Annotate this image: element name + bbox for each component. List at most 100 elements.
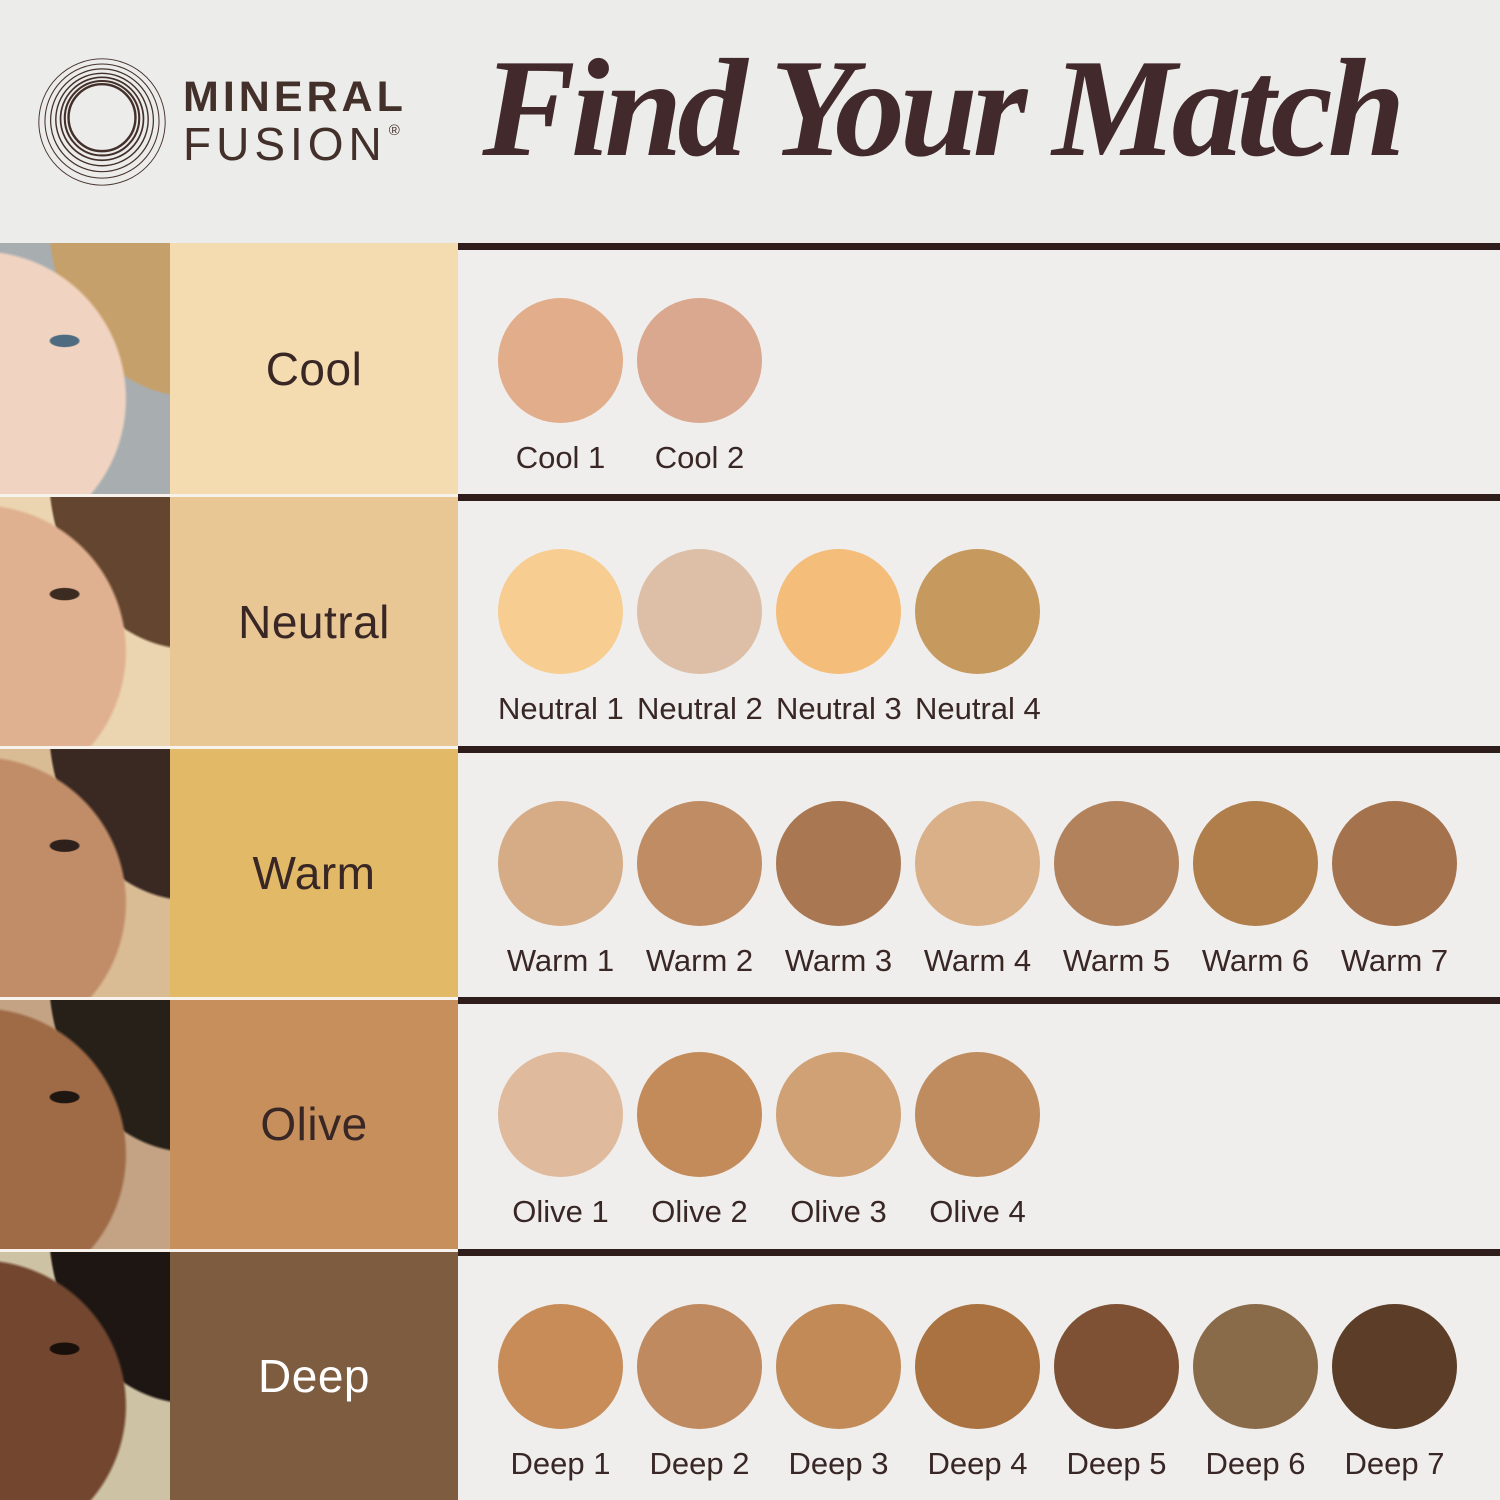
shade-color-circle [637, 1303, 762, 1429]
shade-rows: Cool Cool 1 Cool 2 Neutral Neutral 1 [0, 243, 1500, 1500]
tone-label-block-warm: Warm [170, 745, 458, 998]
model-photo-olive [0, 997, 170, 1249]
shade-color-circle [915, 1052, 1040, 1178]
shade-color-circle [1193, 1303, 1318, 1429]
shade-color-circle [1054, 1303, 1179, 1429]
swatch-row: Deep 1 Deep 2 Deep 3 Deep 4 Deep 5 Deep … [458, 1248, 1500, 1500]
shade-name-label: Deep 2 [649, 1445, 750, 1481]
tone-label-block-cool: Cool [170, 243, 458, 495]
face-illustration [0, 497, 170, 746]
shade-swatch: Cool 2 [637, 298, 762, 476]
brand-name-line1: MINERAL [183, 73, 407, 121]
shade-swatch: Deep 4 [915, 1303, 1040, 1482]
shade-swatch: Olive 4 [915, 1052, 1040, 1230]
face-illustration [0, 1251, 170, 1500]
swatch-row: Neutral 1 Neutral 2 Neutral 3 Neutral 4 [458, 494, 1500, 746]
shade-name-label: Deep 1 [510, 1445, 611, 1481]
shade-color-circle [776, 1052, 901, 1178]
shade-name-label: Warm 1 [506, 942, 615, 978]
swatch-row: Cool 1 Cool 2 [458, 243, 1500, 495]
shade-swatch: Warm 5 [1054, 800, 1179, 979]
face-illustration [0, 748, 170, 998]
shade-name-label: Warm 6 [1201, 942, 1310, 978]
tone-name: Warm [252, 847, 376, 900]
shade-color-circle [498, 1052, 623, 1178]
shade-swatch: Cool 1 [498, 298, 623, 476]
shade-swatch: Neutral 1 [498, 549, 624, 727]
shade-swatch: Deep 1 [498, 1303, 623, 1482]
brand-wordmark: MINERAL FUSION ® [183, 73, 407, 168]
shade-color-circle [1332, 1303, 1457, 1429]
shade-name-label: Deep 3 [788, 1445, 889, 1481]
shade-name-label: Neutral 1 [498, 691, 624, 727]
shade-name-label: Olive 2 [651, 1194, 748, 1230]
shade-swatch: Neutral 2 [637, 549, 763, 727]
shade-color-circle [498, 1303, 623, 1429]
shade-color-circle [776, 800, 901, 926]
shade-swatch: Deep 7 [1332, 1303, 1457, 1482]
shade-swatch: Warm 1 [498, 800, 623, 979]
shade-name-label: Neutral 2 [637, 691, 763, 727]
shade-name-label: Olive 1 [512, 1194, 609, 1230]
face-illustration [0, 1000, 170, 1249]
shade-swatch: Olive 1 [498, 1052, 623, 1230]
shade-name-label: Cool 1 [515, 440, 606, 475]
shade-name-label: Cool 2 [654, 440, 745, 475]
tone-row-olive: Olive Olive 1 Olive 2 Olive 3 Olive 4 [0, 997, 1500, 1249]
shade-color-circle [915, 1303, 1040, 1429]
swatch-row: Warm 1 Warm 2 Warm 3 Warm 4 Warm 5 Warm … [458, 745, 1500, 998]
tone-name: Deep [258, 1349, 370, 1402]
shade-name-label: Warm 3 [784, 942, 893, 978]
shade-name-label: Neutral 4 [915, 691, 1041, 727]
shade-color-circle [915, 800, 1040, 926]
shade-color-circle [776, 549, 901, 675]
tone-label-block-deep: Deep [170, 1248, 458, 1500]
shade-color-circle [1193, 800, 1318, 926]
shade-name-label: Deep 6 [1205, 1445, 1306, 1481]
tone-label-block-neutral: Neutral [170, 494, 458, 746]
shade-name-label: Warm 7 [1340, 942, 1449, 978]
swatch-row: Olive 1 Olive 2 Olive 3 Olive 4 [458, 997, 1500, 1249]
shade-name-label: Olive 3 [790, 1194, 887, 1230]
tone-row-neutral: Neutral Neutral 1 Neutral 2 Neutral 3 Ne… [0, 494, 1500, 746]
shade-swatch: Olive 3 [776, 1052, 901, 1230]
shade-color-circle [637, 298, 762, 423]
tone-row-deep: Deep Deep 1 Deep 2 Deep 3 Deep 4 Deep 5 [0, 1248, 1500, 1500]
shade-swatch: Warm 7 [1332, 800, 1457, 979]
shade-color-circle [498, 800, 623, 926]
shade-swatch: Deep 3 [776, 1303, 901, 1482]
brand-logo: MINERAL FUSION ® [36, 56, 407, 188]
shade-name-label: Neutral 3 [776, 691, 902, 727]
model-photo-neutral [0, 494, 170, 746]
shade-color-circle [1054, 800, 1179, 926]
model-photo-cool [0, 243, 170, 495]
shade-name-label: Warm 2 [645, 942, 754, 978]
shade-swatch: Warm 6 [1193, 800, 1318, 979]
tone-row-cool: Cool Cool 1 Cool 2 [0, 243, 1500, 495]
model-photo-warm [0, 745, 170, 998]
shade-name-label: Deep 5 [1066, 1445, 1167, 1481]
tone-name: Neutral [238, 595, 390, 648]
shade-color-circle [637, 1052, 762, 1178]
shade-color-circle [1332, 800, 1457, 926]
tone-label-block-olive: Olive [170, 997, 458, 1249]
tone-name: Cool [265, 342, 363, 395]
shade-swatch: Deep 5 [1054, 1303, 1179, 1482]
registered-trademark: ® [388, 122, 400, 139]
shade-name-label: Warm 4 [923, 942, 1032, 978]
tone-name: Olive [260, 1098, 368, 1151]
shade-swatch: Warm 2 [637, 800, 762, 979]
shade-name-label: Deep 4 [927, 1445, 1028, 1481]
shade-name-label: Deep 7 [1344, 1445, 1445, 1481]
tone-row-warm: Warm Warm 1 Warm 2 Warm 3 Warm 4 Warm 5 [0, 745, 1500, 998]
shade-color-circle [637, 549, 762, 675]
model-photo-deep [0, 1248, 170, 1500]
shade-name-label: Warm 5 [1062, 942, 1171, 978]
shade-color-circle [498, 298, 623, 423]
concentric-circles-logo-icon [38, 57, 166, 186]
shade-color-circle [915, 549, 1040, 675]
shade-swatch: Warm 4 [915, 800, 1040, 979]
shade-swatch: Neutral 4 [915, 549, 1041, 727]
shade-color-circle [498, 549, 623, 675]
